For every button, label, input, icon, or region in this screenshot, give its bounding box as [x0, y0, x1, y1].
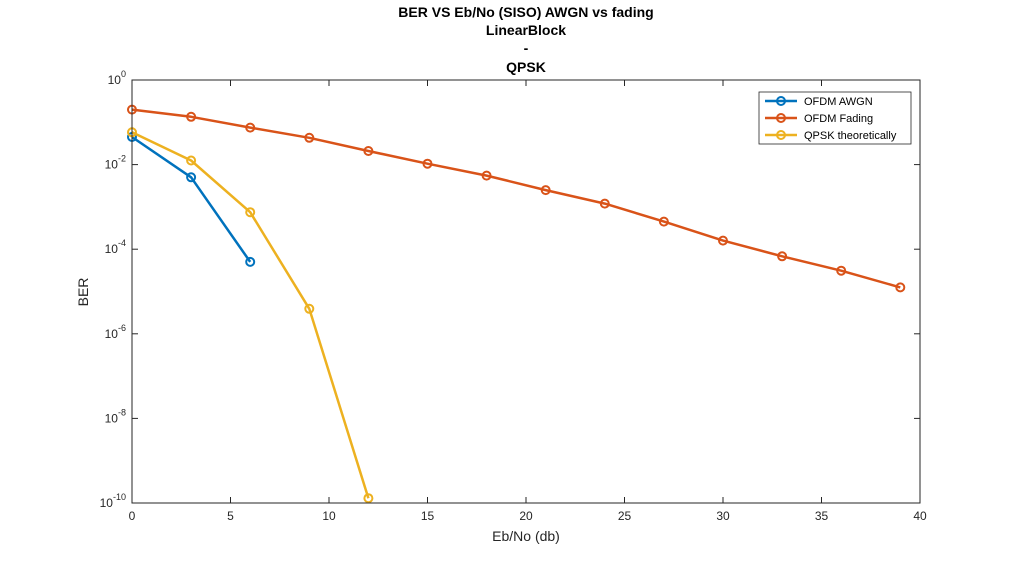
y-axis-label: BER: [75, 278, 91, 307]
data-point: [836, 265, 847, 276]
legend-label: QPSK theoretically: [804, 130, 897, 142]
data-point: [245, 256, 256, 267]
x-tick-label: 0: [129, 509, 136, 523]
data-point: [363, 493, 374, 504]
y-tick-label: 10-4: [105, 238, 126, 256]
x-tick-label: 35: [815, 509, 829, 523]
plot-frame: [131, 79, 921, 504]
data-point: [363, 146, 374, 156]
legend-swatch-marker: [776, 130, 786, 140]
data-point: [658, 216, 669, 227]
legend-entry: OFDM Fading: [765, 113, 873, 125]
data-point: [304, 303, 315, 314]
x-tick-label: 10: [322, 509, 336, 523]
series-line: [131, 131, 370, 499]
data-point: [245, 207, 256, 218]
data-point: [777, 251, 788, 262]
y-axis-ticks: 100 10-2 10-4 10-6 10-8 10-10: [100, 69, 920, 510]
x-axis-label: Eb/No (db): [492, 528, 560, 544]
legend-entry: OFDM AWGN: [765, 96, 873, 108]
data-point: [895, 282, 906, 293]
y-tick-label: 100: [108, 69, 126, 87]
data-point: [599, 198, 610, 209]
legend-label: OFDM AWGN: [804, 96, 873, 108]
y-tick-label: 10-10: [100, 492, 126, 510]
y-tick-label: 10-8: [105, 407, 126, 425]
x-tick-label: 5: [227, 509, 234, 523]
x-axis-ticks: 0 5 10 15 20 25 30 35 40: [129, 80, 927, 523]
chart-title-line-2: LinearBlock: [486, 22, 566, 38]
x-tick-label: 20: [519, 509, 533, 523]
legend-entry: QPSK theoretically: [765, 130, 897, 142]
legend: OFDM AWGN OFDM Fading QPSK theoretically: [758, 91, 912, 145]
legend-swatch-marker: [776, 96, 786, 106]
legend-label: OFDM Fading: [804, 113, 873, 125]
data-point: [422, 158, 433, 169]
data-point: [186, 111, 197, 122]
data-point: [245, 122, 256, 133]
chart-title-line-3: -: [524, 40, 529, 56]
data-point: [481, 170, 492, 181]
chart-title: BER VS Eb/No (SISO) AWGN vs fading Linea…: [398, 4, 653, 75]
data-point: [540, 185, 551, 196]
chart-title-line-1: BER VS Eb/No (SISO) AWGN vs fading: [398, 4, 653, 20]
legend-swatch-marker: [776, 113, 786, 123]
chart-title-line-4: QPSK: [506, 59, 546, 75]
data-point: [718, 235, 728, 246]
data-point: [304, 132, 315, 143]
y-tick-label: 10-6: [105, 323, 126, 341]
x-tick-label: 40: [913, 509, 927, 523]
series-layer: [127, 104, 906, 504]
series-line: [131, 108, 901, 289]
plot-background: [132, 80, 920, 503]
y-tick-label: 10-2: [105, 154, 126, 172]
data-point: [186, 172, 197, 183]
data-point: [186, 155, 197, 166]
series-line: [131, 135, 252, 263]
x-tick-label: 25: [618, 509, 632, 523]
x-tick-label: 15: [421, 509, 435, 523]
x-tick-label: 30: [716, 509, 730, 523]
